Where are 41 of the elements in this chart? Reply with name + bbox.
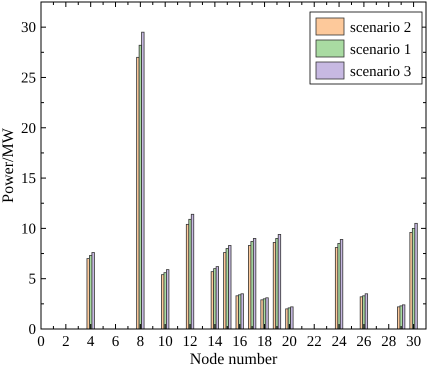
bar: [240, 293, 244, 330]
bar: [402, 304, 406, 330]
legend-label: scenario 3: [350, 64, 412, 80]
y-tick-label: 30: [21, 20, 36, 36]
y-axis-title: Power/MW: [0, 127, 17, 203]
bar: [290, 306, 294, 330]
legend-label: scenario 2: [350, 20, 412, 36]
x-tick-label: 20: [282, 334, 297, 350]
bar: [166, 269, 170, 330]
x-tick-label: 8: [136, 334, 144, 350]
x-axis-title: Node number: [190, 351, 278, 368]
bar: [190, 214, 194, 330]
bar: [228, 245, 232, 330]
x-tick-label: 18: [257, 334, 272, 350]
bar: [340, 239, 344, 330]
x-tick-label: 10: [158, 334, 173, 350]
bar: [414, 222, 418, 330]
x-tick-label: 22: [306, 334, 322, 350]
bar: [364, 293, 368, 330]
x-tick-label: 26: [356, 334, 372, 350]
y-tick-label: 15: [21, 171, 36, 188]
y-tick-label: 20: [21, 120, 36, 137]
x-tick-label: 30: [406, 334, 422, 350]
bar: [278, 234, 282, 330]
x-tick-label: 6: [112, 334, 120, 350]
y-tick-label: 0: [28, 322, 36, 338]
x-tick-label: 2: [62, 334, 70, 350]
legend-label: scenario 1: [350, 42, 412, 58]
x-tick-label: 24: [332, 334, 348, 350]
y-tick-label: 5: [28, 272, 36, 288]
x-tick-label: 12: [182, 334, 198, 350]
bar: [92, 252, 95, 330]
bar: [141, 32, 144, 330]
x-tick-label: 28: [381, 334, 396, 350]
x-tick-label: 14: [207, 334, 223, 350]
x-tick-label: 4: [86, 334, 95, 350]
x-tick-label: 16: [232, 334, 248, 350]
bar: [216, 266, 219, 330]
y-tick-label: 10: [21, 221, 36, 238]
bar: [252, 238, 256, 330]
y-tick-label: 25: [21, 70, 36, 86]
